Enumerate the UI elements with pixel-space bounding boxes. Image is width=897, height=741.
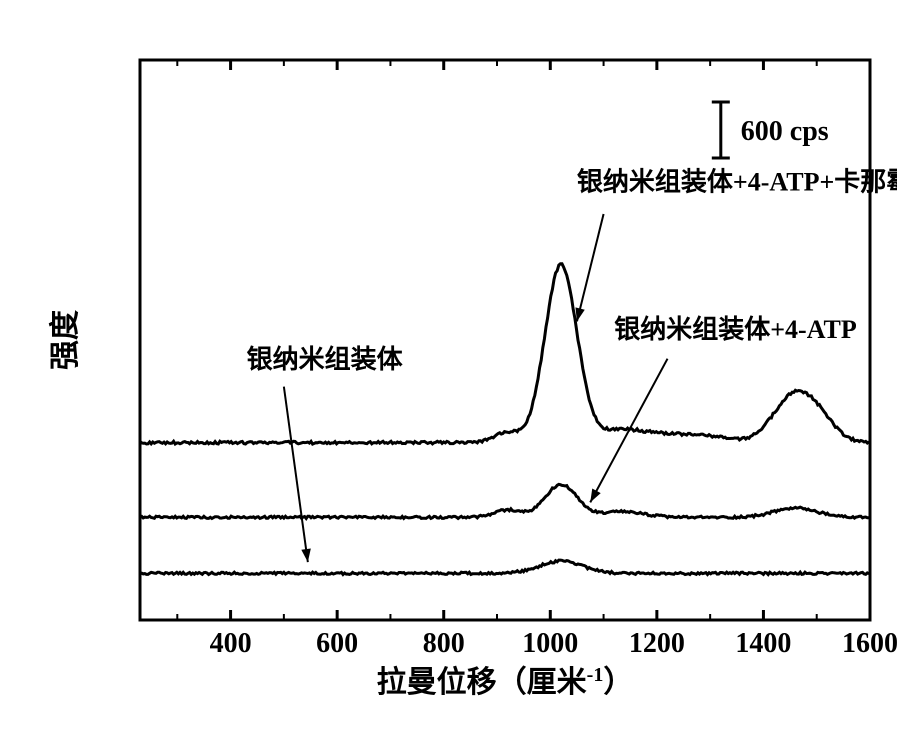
ann-bare-arrow <box>284 387 308 562</box>
xtick-label: 1600 <box>842 628 897 659</box>
x-axis-label: 拉曼位移（厘米-1） <box>377 664 634 699</box>
chart-svg: 400 600 800 1000 1200 1400 1600 拉曼位移（厘米-1） 强度 600… <box>20 20 897 721</box>
ann-4atp-arrowhead <box>590 489 600 503</box>
xtick-label: 1200 <box>629 628 685 659</box>
ann-bare-arrowhead <box>301 548 311 562</box>
scale-bar-label: 600 cps <box>741 116 829 147</box>
xtick-label: 1400 <box>735 628 791 659</box>
trace-bare <box>140 560 869 574</box>
xtick-label: 800 <box>423 628 465 659</box>
ann-kanamycin-arrow <box>577 214 604 321</box>
xtick-label: 600 <box>316 628 358 659</box>
y-axis-label: 强度 <box>49 310 82 370</box>
ann-bare-label: 银纳米组装体 <box>247 344 404 374</box>
ann-4atp-label: 银纳米组装体+4-ATP <box>614 314 857 344</box>
raman-spectra-chart: 400 600 800 1000 1200 1400 1600 拉曼位移（厘米-1） 强度 600… <box>20 20 897 721</box>
ann-kanamycin-arrowhead <box>575 307 584 321</box>
trace-4atp <box>140 484 869 518</box>
ann-kanamycin-label: 银纳米组装体+4-ATP+卡那霉素 <box>577 167 897 197</box>
xtick-label: 1000 <box>522 628 578 659</box>
xtick-label: 400 <box>210 628 252 659</box>
